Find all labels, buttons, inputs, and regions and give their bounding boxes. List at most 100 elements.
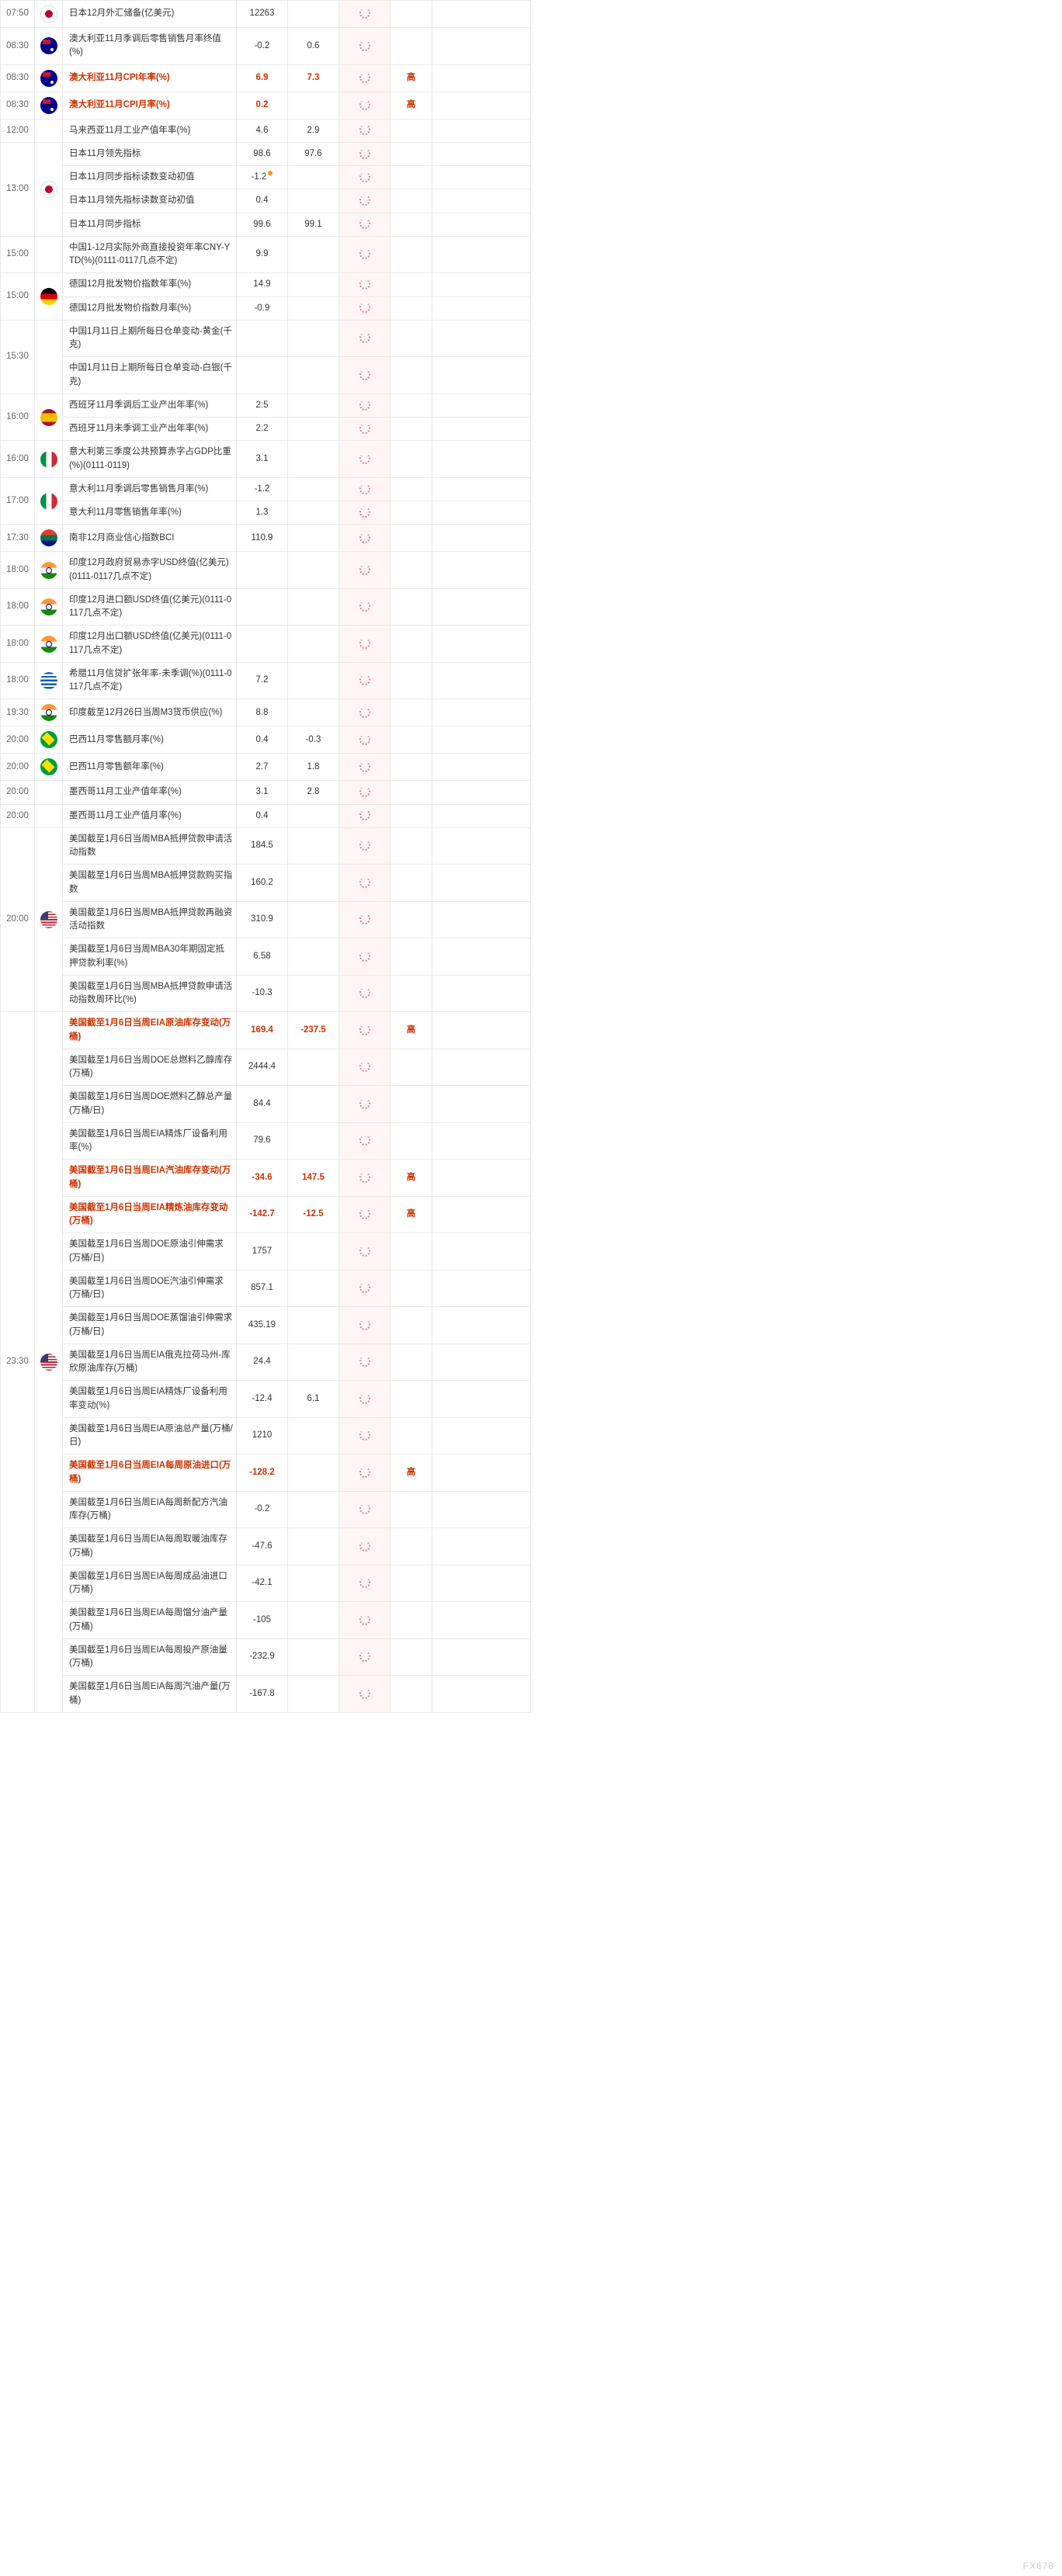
extra-cell <box>432 1491 531 1528</box>
indicator-name: 巴西11月零售额年率(%) <box>63 754 237 781</box>
value-previous: -1.2 <box>237 166 288 189</box>
status-cell <box>339 1 390 28</box>
value-forecast <box>288 441 339 478</box>
status-cell <box>339 1233 390 1271</box>
status-cell <box>339 142 390 165</box>
flag-cell <box>35 477 63 525</box>
status-cell <box>339 441 390 478</box>
loading-spinner-icon <box>359 40 370 51</box>
extra-cell <box>432 166 531 189</box>
value-previous: 3.1 <box>237 441 288 478</box>
importance-cell: 高 <box>390 64 432 92</box>
loading-spinner-icon <box>359 1025 370 1035</box>
flag-cell <box>35 64 63 92</box>
extra-cell <box>432 552 531 589</box>
importance-cell <box>390 865 432 902</box>
loading-spinner-icon <box>359 840 370 851</box>
value-previous <box>237 626 288 663</box>
loading-spinner-icon <box>359 1172 370 1183</box>
value-forecast <box>288 501 339 525</box>
indicator-name: 印度截至12月26日当周M3货币供应(%) <box>63 699 237 726</box>
value-previous: 2444.4 <box>237 1049 288 1086</box>
value-forecast: 7.3 <box>288 64 339 92</box>
value-forecast <box>288 1565 339 1602</box>
time-cell: 18:00 <box>1 588 35 626</box>
status-cell <box>339 1381 390 1418</box>
table-row: 18:00希腊11月信贷扩张年率-未季调(%)(0111-0117几点不定)7.… <box>1 662 531 699</box>
flag-cell <box>35 28 63 65</box>
status-cell <box>339 1049 390 1086</box>
indicator-name: 美国截至1月6日当周MBA抵押贷款申请活动指数 <box>63 827 237 865</box>
extra-cell <box>432 1122 531 1160</box>
status-cell <box>339 1676 390 1713</box>
importance-cell <box>390 975 432 1012</box>
extra-cell <box>432 1565 531 1602</box>
value-previous: 310.9 <box>237 901 288 938</box>
indicator-name: 西班牙11月未季调工业产出年率(%) <box>63 418 237 441</box>
indicator-name: 澳大利亚11月季调后零售销售月率终值(%) <box>63 28 237 65</box>
value-forecast <box>288 699 339 726</box>
extra-cell <box>432 938 531 976</box>
indicator-name: 美国截至1月6日当周EIA精炼厂设备利用率变动(%) <box>63 1381 237 1418</box>
loading-spinner-icon <box>359 1208 370 1219</box>
extra-cell <box>432 1049 531 1086</box>
status-cell <box>339 626 390 663</box>
time-cell: 08:30 <box>1 92 35 119</box>
flag-cell <box>35 92 63 119</box>
status-cell <box>339 166 390 189</box>
indicator-name: 美国截至1月6日当周EIA每周成品油进口(万桶) <box>63 1565 237 1602</box>
indicator-name: 墨西哥11月工业产值年率(%) <box>63 781 237 804</box>
value-forecast <box>288 477 339 501</box>
value-previous: 4.6 <box>237 119 288 142</box>
indicator-name: 美国截至1月6日当周EIA每周汽油产量(万桶) <box>63 1676 237 1713</box>
value-previous: 857.1 <box>237 1270 288 1307</box>
importance-cell <box>390 477 432 501</box>
loading-spinner-icon <box>359 1503 370 1514</box>
flag-cell <box>35 525 63 552</box>
extra-cell <box>432 119 531 142</box>
table-row: 美国截至1月6日当周EIA汽油库存变动(万桶)-34.6147.5高 <box>1 1160 531 1197</box>
status-cell <box>339 28 390 65</box>
value-forecast <box>288 1528 339 1565</box>
table-row: 美国截至1月6日当周EIA每周成品油进口(万桶)-42.1 <box>1 1565 531 1602</box>
extra-cell <box>432 418 531 441</box>
value-previous: 24.4 <box>237 1343 288 1381</box>
extra-cell <box>432 296 531 320</box>
table-row: 15:00中国1-12月实际外商直接投资年率CNY-YTD(%)(0111-01… <box>1 236 531 273</box>
extra-cell <box>432 754 531 781</box>
loading-spinner-icon <box>359 601 370 612</box>
extra-cell <box>432 827 531 865</box>
br-flag-icon <box>40 758 57 775</box>
time-cell: 08:30 <box>1 64 35 92</box>
loading-spinner-icon <box>359 810 370 820</box>
status-cell <box>339 1454 390 1492</box>
table-row: 美国截至1月6日当周EIA每周原油进口(万桶)-128.2高 <box>1 1454 531 1492</box>
loading-spinner-icon <box>359 1467 370 1478</box>
table-row: 美国截至1月6日当周DOE蒸馏油引伸需求(万桶/日)435.19 <box>1 1307 531 1344</box>
indicator-name: 美国截至1月6日当周MBA抵押贷款申请活动指数周环比(%) <box>63 975 237 1012</box>
table-row: 美国截至1月6日当周EIA每周馏分油产量(万桶)-105 <box>1 1602 531 1639</box>
extra-cell <box>432 1417 531 1454</box>
importance-cell <box>390 236 432 273</box>
value-forecast <box>288 626 339 663</box>
table-row: 日本11月领先指标读数变动初值0.4 <box>1 189 531 213</box>
value-forecast <box>288 1491 339 1528</box>
flag-cell <box>35 781 63 804</box>
us-flag-icon <box>40 911 57 928</box>
loading-spinner-icon <box>359 507 370 518</box>
value-forecast <box>288 901 339 938</box>
status-cell <box>339 1122 390 1160</box>
value-previous: -128.2 <box>237 1454 288 1492</box>
importance-cell <box>390 901 432 938</box>
importance-cell <box>390 166 432 189</box>
value-previous: -232.9 <box>237 1638 288 1676</box>
indicator-name: 印度12月政府贸易赤字USD终值(亿美元)(0111-0117几点不定) <box>63 552 237 589</box>
status-cell <box>339 827 390 865</box>
indicator-name: 南非12月商业信心指数BCI <box>63 525 237 552</box>
value-forecast <box>288 1086 339 1123</box>
flag-cell <box>35 1012 63 1713</box>
indicator-name: 马来西亚11月工业产值年率(%) <box>63 119 237 142</box>
status-cell <box>339 1491 390 1528</box>
time-cell: 17:00 <box>1 477 35 525</box>
value-previous: -0.2 <box>237 1491 288 1528</box>
